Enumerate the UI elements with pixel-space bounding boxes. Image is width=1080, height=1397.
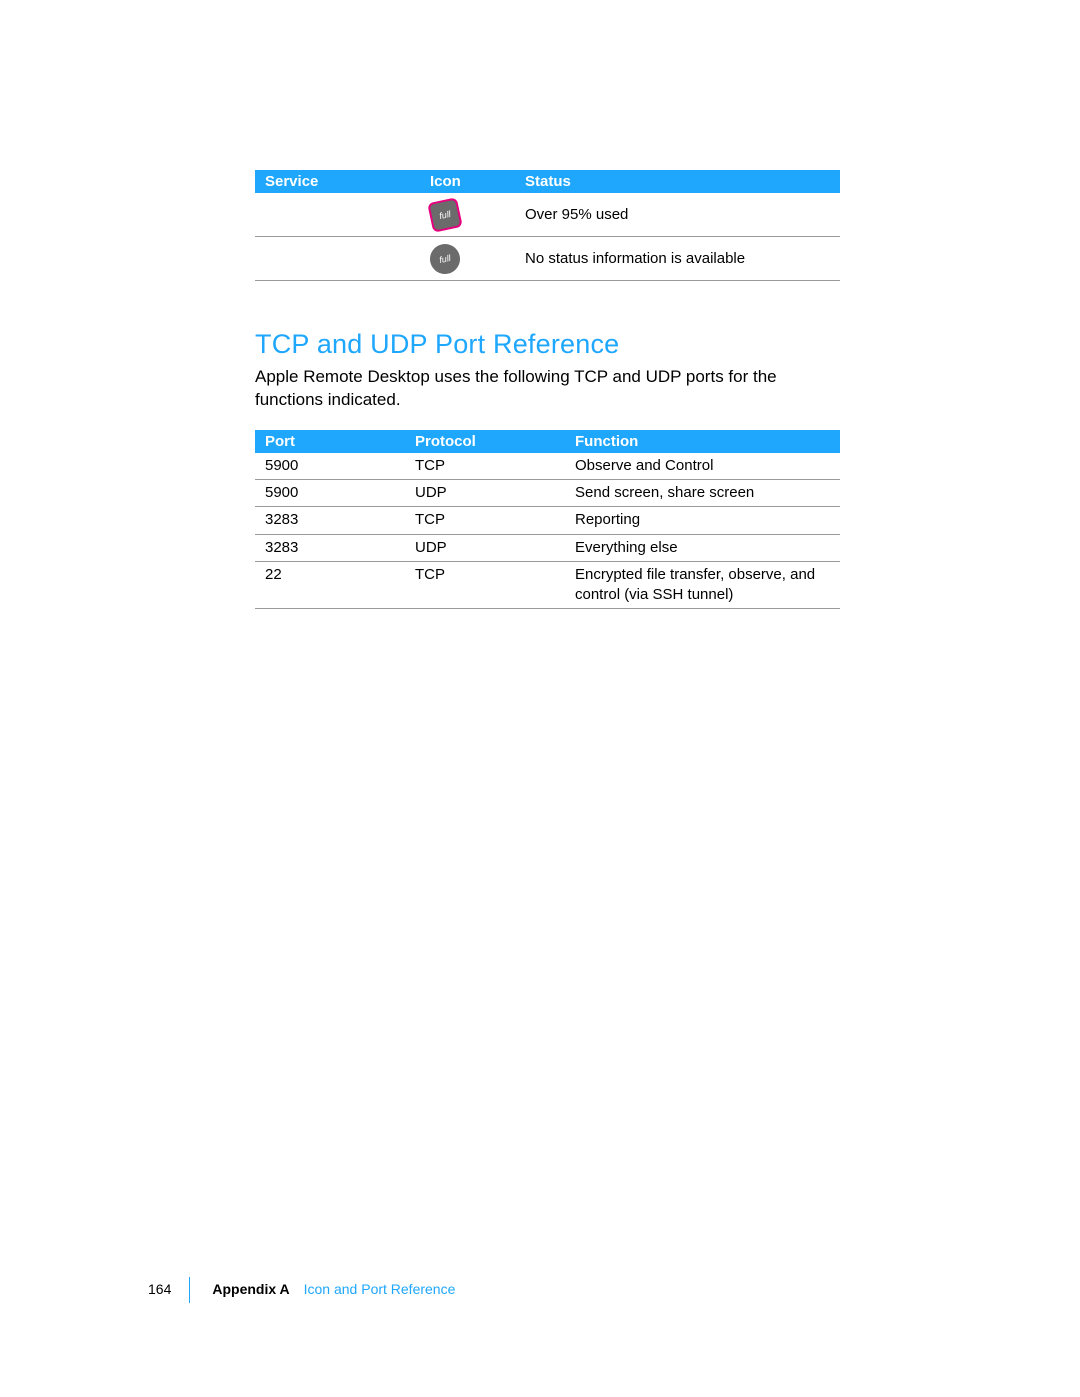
col-header-status: Status (525, 173, 830, 190)
disk-unknown-icon: full (427, 241, 463, 277)
cell-port: 5900 (265, 483, 415, 503)
cell-port: 22 (265, 565, 415, 585)
table-row: full No status information is available (255, 237, 840, 281)
cell-protocol: UDP (415, 483, 575, 503)
cell-protocol: UDP (415, 538, 575, 558)
cell-protocol: TCP (415, 565, 575, 585)
cell-icon: full (430, 244, 525, 274)
cell-protocol: TCP (415, 510, 575, 530)
disk-full-icon: full (427, 197, 463, 233)
footer-rule (189, 1277, 190, 1303)
port-table-header: Port Protocol Function (255, 430, 840, 453)
appendix-title: Icon and Port Reference (304, 1281, 456, 1299)
appendix-label: Appendix A (212, 1281, 289, 1299)
cell-status: No status information is available (525, 250, 830, 267)
col-header-protocol: Protocol (415, 433, 575, 450)
cell-port: 3283 (265, 510, 415, 530)
cell-function: Observe and Control (575, 456, 830, 476)
status-table: Service Icon Status full Over 95% used f… (255, 170, 840, 281)
table-row: 3283 TCP Reporting (255, 507, 840, 534)
cell-port: 3283 (265, 538, 415, 558)
cell-function: Encrypted file transfer, observe, and co… (575, 565, 830, 606)
col-header-port: Port (265, 433, 415, 450)
col-header-service: Service (265, 173, 430, 190)
cell-icon: full (430, 200, 525, 230)
cell-protocol: TCP (415, 456, 575, 476)
table-row: 3283 UDP Everything else (255, 535, 840, 562)
table-row: 5900 UDP Send screen, share screen (255, 480, 840, 507)
table-row: 5900 TCP Observe and Control (255, 453, 840, 480)
port-table: Port Protocol Function 5900 TCP Observe … (255, 430, 840, 610)
page-title: TCP and UDP Port Reference (255, 329, 840, 360)
cell-function: Send screen, share screen (575, 483, 830, 503)
col-header-function: Function (575, 433, 830, 450)
cell-function: Everything else (575, 538, 830, 558)
cell-status: Over 95% used (525, 206, 830, 223)
status-table-header: Service Icon Status (255, 170, 840, 193)
page-number: 164 (148, 1281, 171, 1299)
col-header-icon: Icon (430, 173, 525, 190)
table-row: full Over 95% used (255, 193, 840, 237)
table-row: 22 TCP Encrypted file transfer, observe,… (255, 562, 840, 610)
cell-function: Reporting (575, 510, 830, 530)
section-body: Apple Remote Desktop uses the following … (255, 366, 840, 412)
cell-port: 5900 (265, 456, 415, 476)
page-footer: 164 Appendix A Icon and Port Reference (148, 1281, 455, 1299)
